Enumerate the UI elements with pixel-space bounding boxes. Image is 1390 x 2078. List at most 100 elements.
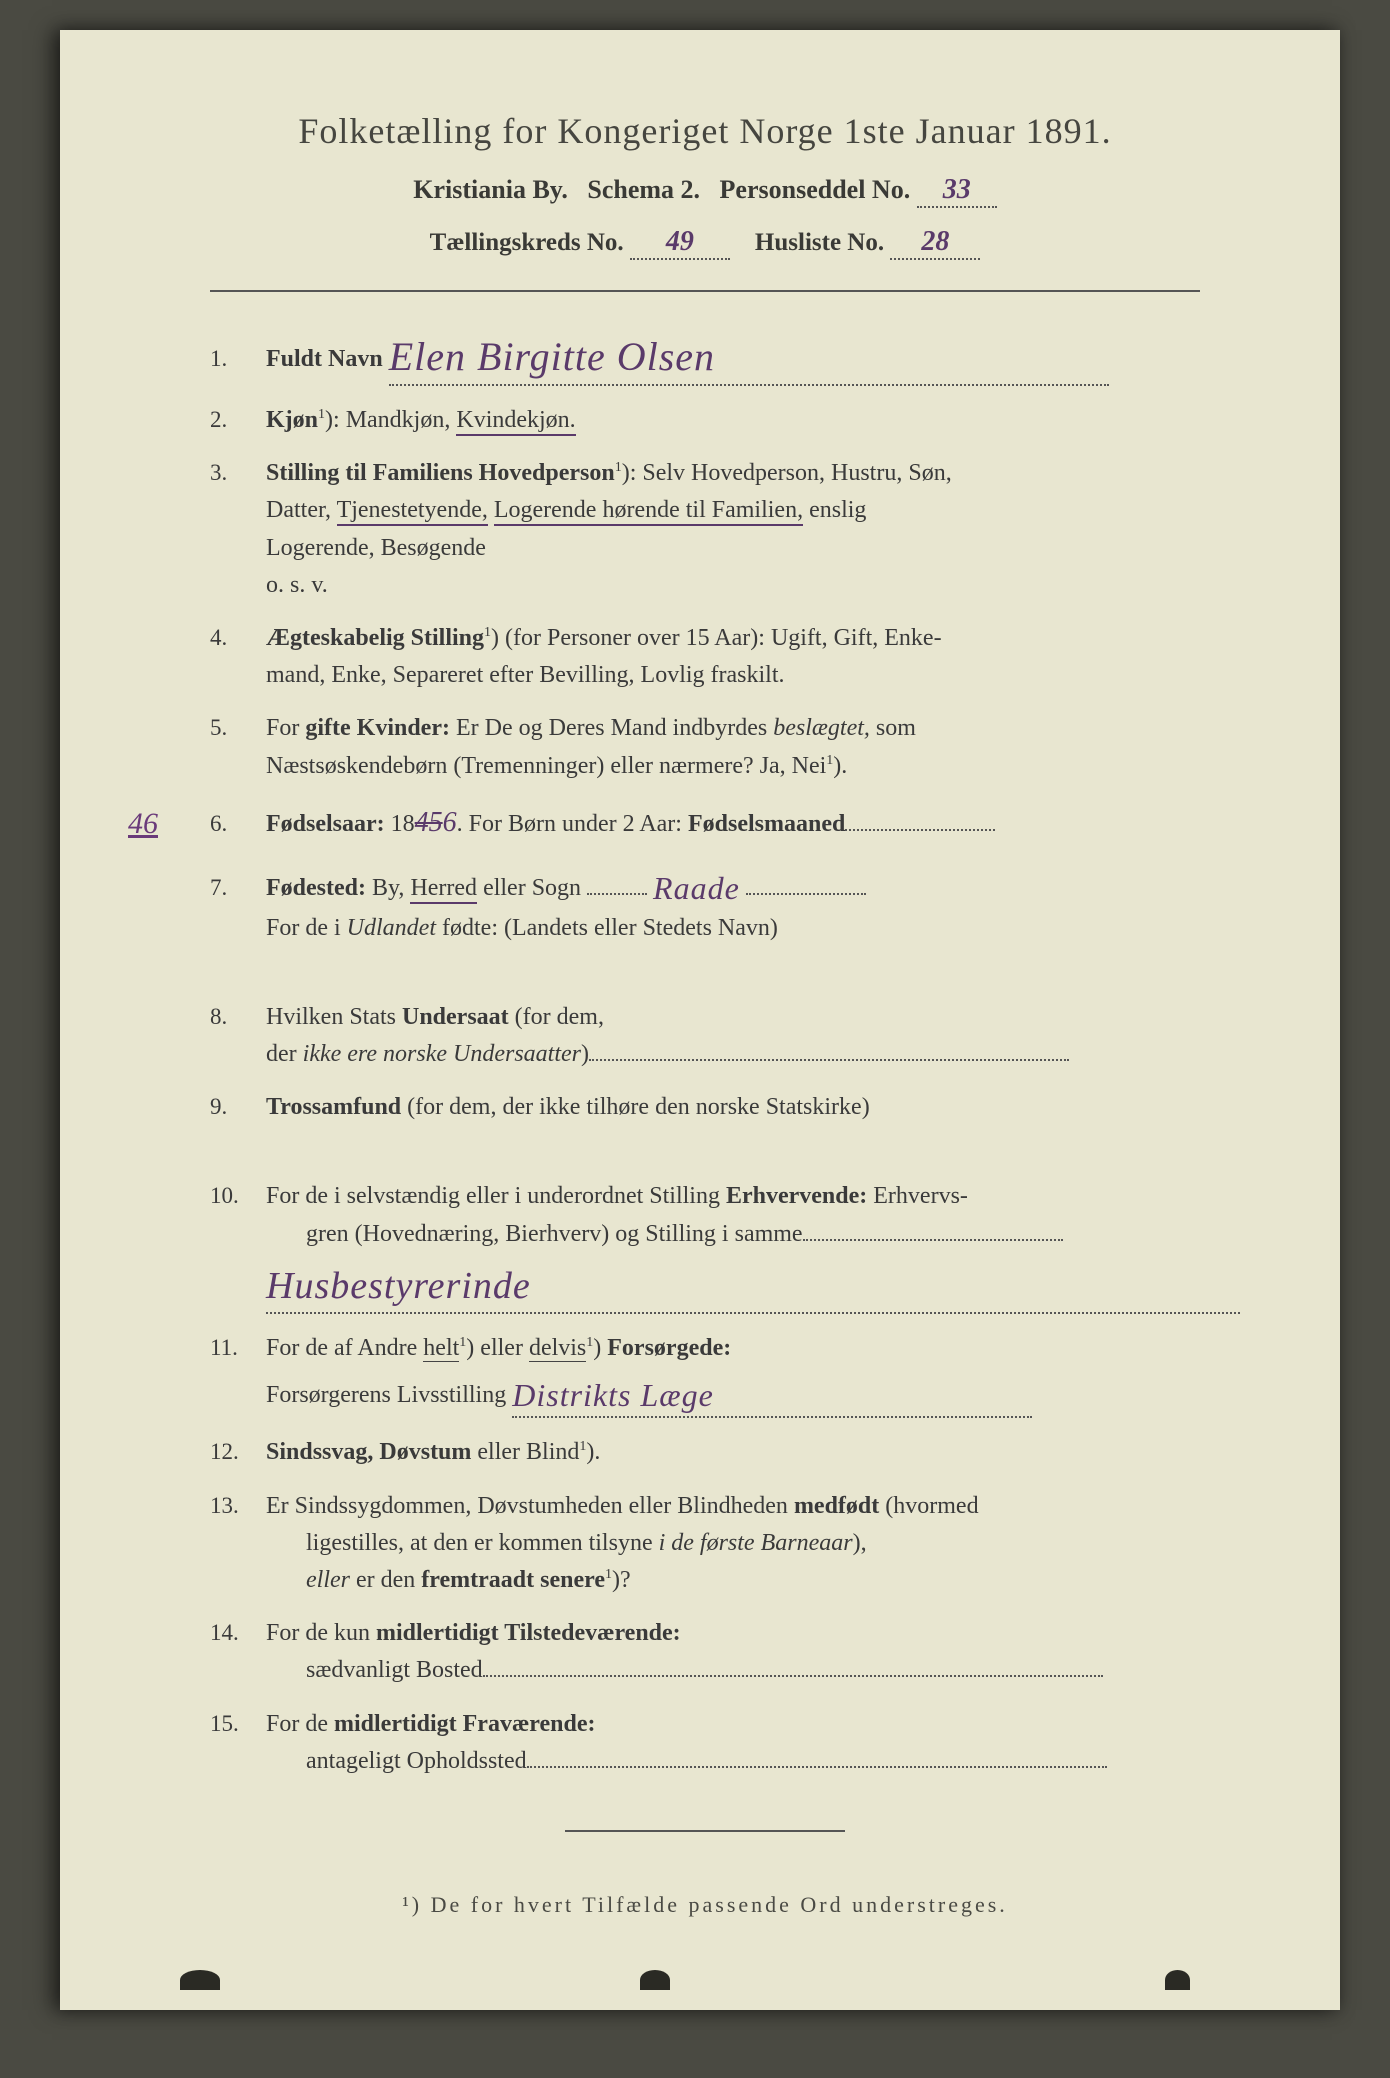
row-body: For de i selvstændig eller i underordnet… <box>266 1178 1240 1313</box>
kreds-no-value: 49 <box>666 226 694 257</box>
row-11: 11. For de af Andre helt1) eller delvis1… <box>210 1330 1240 1419</box>
footnote-marker: ¹) <box>402 1892 422 1917</box>
row-body: Stilling til Familiens Hovedperson1): Se… <box>266 455 1240 604</box>
row-body: Ægteskabelig Stilling1) (for Personer ov… <box>266 620 1240 694</box>
row-12: 12. Sindssvag, Døvstum eller Blind1). <box>210 1434 1240 1471</box>
month-field <box>845 829 995 831</box>
row-body: For gifte Kvinder: Er De og Deres Mand i… <box>266 710 1240 784</box>
main-title: Folketælling for Kongeriget Norge 1ste J… <box>170 110 1240 152</box>
row-num: 2. <box>210 402 266 438</box>
row-num: 4. <box>210 620 266 656</box>
selected-tjenestetyende: Tjenestetyende, <box>337 497 488 526</box>
margin-correction: 46 <box>128 801 158 848</box>
row-num: 12. <box>210 1434 266 1470</box>
label-fodselsaar: Fødselsaar: <box>266 811 385 837</box>
footnote-ref: 1 <box>826 753 833 768</box>
row-num: 13. <box>210 1488 266 1524</box>
city-label: Kristiania By. <box>413 175 568 204</box>
footnote-text: De for hvert Tilfælde passende Ord under… <box>431 1892 1008 1917</box>
page-tear-icon <box>180 1970 220 1990</box>
kreds-no-field: 49 <box>630 226 730 260</box>
row-6: 46 6. Fødselsaar: 18456. For Børn under … <box>210 801 1240 844</box>
row-3: 3. Stilling til Familiens Hovedperson1):… <box>210 455 1240 604</box>
name-value: Elen Birgitte Olsen <box>389 334 715 379</box>
selected-kvindekjon: Kvindekjøn. <box>456 407 575 436</box>
label-fodested: Fødested: <box>266 875 366 901</box>
footnote-ref: 1 <box>484 625 491 640</box>
husliste-no-field: 28 <box>890 226 980 260</box>
row-10: 10. For de i selvstændig eller i underor… <box>210 1178 1240 1313</box>
row-9: 9. Trossamfund (for dem, der ikke tilhør… <box>210 1089 1240 1126</box>
row-4: 4. Ægteskabelig Stilling1) (for Personer… <box>210 620 1240 694</box>
census-form-page: Folketælling for Kongeriget Norge 1ste J… <box>60 30 1340 2010</box>
footnote-ref: 1 <box>586 1335 593 1350</box>
row-num: 3. <box>210 455 266 491</box>
row-body: Fødselsaar: 18456. For Børn under 2 Aar:… <box>266 801 1240 844</box>
options-line4: o. s. v. <box>266 572 328 598</box>
footnote-ref: 1 <box>605 1567 612 1582</box>
row-num: 9. <box>210 1089 266 1125</box>
option-datter: Datter, <box>266 497 337 523</box>
year-struck: 45 <box>415 807 443 838</box>
row-num: 5. <box>210 710 266 746</box>
row-body: Er Sindssygdommen, Døvstumheden eller Bl… <box>266 1488 1240 1600</box>
husliste-no-value: 28 <box>921 226 949 257</box>
person-no-value: 33 <box>943 174 971 205</box>
subtitle-line2: Tællingskreds No. 49 Husliste No. 28 <box>170 226 1240 260</box>
opholdssted-field <box>527 1766 1107 1768</box>
row-body: For de af Andre helt1) eller delvis1) Fo… <box>266 1330 1240 1419</box>
label-kjon: Kjøn <box>266 407 318 433</box>
person-no-field: 33 <box>917 174 997 208</box>
row-num: 15. <box>210 1706 266 1742</box>
row-num: 11. <box>210 1330 266 1366</box>
row-num: 1. <box>210 341 266 377</box>
provider-field: Distrikts Læge <box>512 1367 1032 1419</box>
footnote-divider <box>565 1830 845 1832</box>
row-2: 2. Kjøn1): Mandkjøn, Kvindekjøn. <box>210 402 1240 439</box>
footnote-ref: 1 <box>615 460 622 475</box>
option-mandkjon: Mandkjøn, <box>346 407 457 433</box>
row-body: Kjøn1): Mandkjøn, Kvindekjøn. <box>266 402 1240 439</box>
undersaat-field <box>589 1059 1069 1061</box>
row-body: Fuldt Navn Elen Birgitte Olsen <box>266 322 1240 386</box>
row-num: 10. <box>210 1178 266 1214</box>
footnote: ¹) De for hvert Tilfælde passende Ord un… <box>170 1892 1240 1918</box>
row-7: 7. Fødested: By, Herred eller Sogn Raade… <box>210 860 1240 947</box>
row-15: 15. For de midlertidigt Fraværende: anta… <box>210 1706 1240 1780</box>
row-num: 14. <box>210 1615 266 1651</box>
row-body: Sindssvag, Døvstum eller Blind1). <box>266 1434 1240 1471</box>
occupation-value: Husbestyrerinde <box>266 1265 531 1307</box>
label-aegteskab: Ægteskabelig Stilling <box>266 625 484 651</box>
occupation-field: Husbestyrerinde <box>266 1253 1240 1314</box>
row-8: 8. Hvilken Stats Undersaat (for dem, der… <box>210 999 1240 1073</box>
footnote-ref: 1 <box>459 1335 466 1350</box>
footnote-ref: 1 <box>318 407 325 422</box>
row-num: 8. <box>210 999 266 1035</box>
row-body: For de midlertidigt Fraværende: antageli… <box>266 1706 1240 1780</box>
person-label: Personseddel No. <box>720 175 911 204</box>
divider <box>210 290 1200 292</box>
row-14: 14. For de kun midlertidigt Tilstedevære… <box>210 1615 1240 1689</box>
row-body: Hvilken Stats Undersaat (for dem, der ik… <box>266 999 1240 1073</box>
selected-logerende: Logerende hørende til Familien, <box>494 497 803 526</box>
label-gifte-kvinder: gifte Kvinder: <box>305 715 450 741</box>
options-line1: Selv Hovedperson, Hustru, Søn, <box>642 460 951 486</box>
birthplace-value: Raade <box>653 870 740 906</box>
label-stilling: Stilling til Familiens Hovedperson <box>266 460 615 486</box>
husliste-label: Husliste No. <box>755 229 884 256</box>
year-corrected: 6 <box>443 807 457 838</box>
kreds-label: Tællingskreds No. <box>430 229 624 256</box>
row-num: 7. <box>210 870 266 906</box>
name-field: Elen Birgitte Olsen <box>389 322 1109 386</box>
row-body: For de kun midlertidigt Tilstedeværende:… <box>266 1615 1240 1689</box>
row-1: 1. Fuldt Navn Elen Birgitte Olsen <box>210 322 1240 386</box>
page-tear-icon <box>1165 1970 1190 1990</box>
page-tear-icon <box>640 1970 670 1990</box>
provider-value: Distrikts Læge <box>512 1377 714 1413</box>
footnote-ref: 1 <box>579 1439 586 1454</box>
bosted-field <box>483 1675 1103 1677</box>
subtitle-line1: Kristiania By. Schema 2. Personseddel No… <box>170 174 1240 208</box>
row-5: 5. For gifte Kvinder: Er De og Deres Man… <box>210 710 1240 784</box>
row-body: Fødested: By, Herred eller Sogn Raade Fo… <box>266 860 1240 947</box>
row-body: Trossamfund (for dem, der ikke tilhøre d… <box>266 1089 1240 1126</box>
